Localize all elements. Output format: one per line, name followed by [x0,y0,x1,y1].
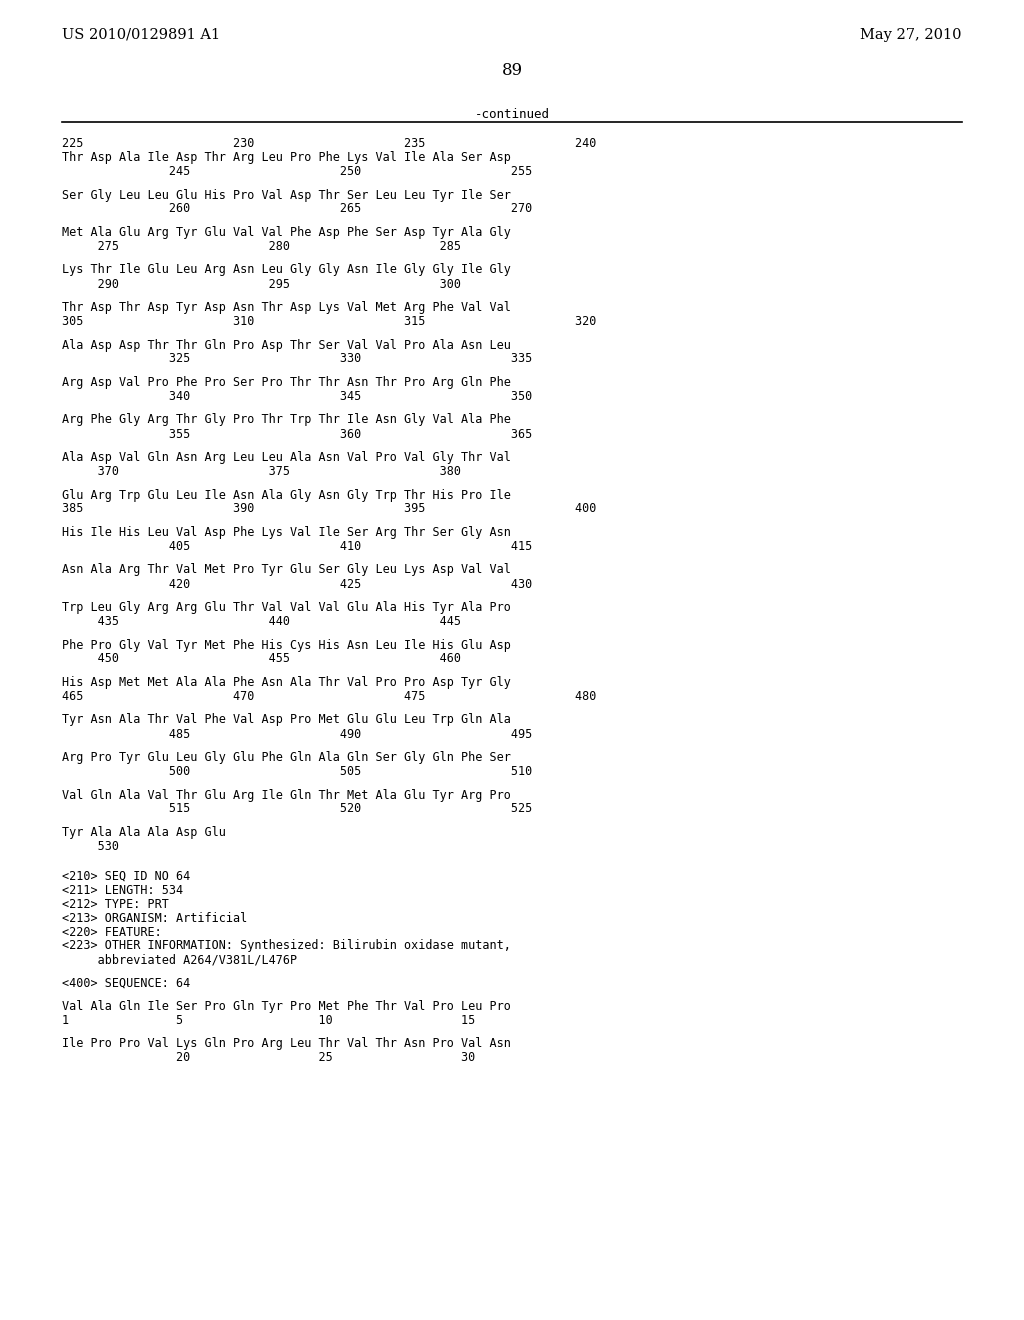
Text: Val Ala Gln Ile Ser Pro Gln Tyr Pro Met Phe Thr Val Pro Leu Pro: Val Ala Gln Ile Ser Pro Gln Tyr Pro Met … [62,999,511,1012]
Text: 420                     425                     430: 420 425 430 [62,578,532,590]
Text: Ala Asp Val Gln Asn Arg Leu Leu Ala Asn Val Pro Val Gly Thr Val: Ala Asp Val Gln Asn Arg Leu Leu Ala Asn … [62,451,511,465]
Text: 1               5                   10                  15: 1 5 10 15 [62,1014,475,1027]
Text: 305                     310                     315                     320: 305 310 315 320 [62,315,596,327]
Text: His Asp Met Met Ala Ala Phe Asn Ala Thr Val Pro Pro Asp Tyr Gly: His Asp Met Met Ala Ala Phe Asn Ala Thr … [62,676,511,689]
Text: 89: 89 [502,62,522,79]
Text: 405                     410                     415: 405 410 415 [62,540,532,553]
Text: 435                     440                     445: 435 440 445 [62,615,461,628]
Text: Arg Asp Val Pro Phe Pro Ser Pro Thr Thr Asn Thr Pro Arg Gln Phe: Arg Asp Val Pro Phe Pro Ser Pro Thr Thr … [62,376,511,389]
Text: 385                     390                     395                     400: 385 390 395 400 [62,503,596,516]
Text: <400> SEQUENCE: 64: <400> SEQUENCE: 64 [62,977,190,990]
Text: 465                     470                     475                     480: 465 470 475 480 [62,690,596,704]
Text: 485                     490                     495: 485 490 495 [62,727,532,741]
Text: 325                     330                     335: 325 330 335 [62,352,532,366]
Text: Phe Pro Gly Val Tyr Met Phe His Cys His Asn Leu Ile His Glu Asp: Phe Pro Gly Val Tyr Met Phe His Cys His … [62,639,511,652]
Text: abbreviated A264/V381L/L476P: abbreviated A264/V381L/L476P [62,953,297,966]
Text: Glu Arg Trp Glu Leu Ile Asn Ala Gly Asn Gly Trp Thr His Pro Ile: Glu Arg Trp Glu Leu Ile Asn Ala Gly Asn … [62,488,511,502]
Text: <213> ORGANISM: Artificial: <213> ORGANISM: Artificial [62,912,247,924]
Text: 340                     345                     350: 340 345 350 [62,389,532,403]
Text: Lys Thr Ile Glu Leu Arg Asn Leu Gly Gly Asn Ile Gly Gly Ile Gly: Lys Thr Ile Glu Leu Arg Asn Leu Gly Gly … [62,264,511,276]
Text: Ile Pro Pro Val Lys Gln Pro Arg Leu Thr Val Thr Asn Pro Val Asn: Ile Pro Pro Val Lys Gln Pro Arg Leu Thr … [62,1036,511,1049]
Text: Thr Asp Ala Ile Asp Thr Arg Leu Pro Phe Lys Val Ile Ala Ser Asp: Thr Asp Ala Ile Asp Thr Arg Leu Pro Phe … [62,150,511,164]
Text: May 27, 2010: May 27, 2010 [860,28,962,42]
Text: 370                     375                     380: 370 375 380 [62,465,461,478]
Text: Asn Ala Arg Thr Val Met Pro Tyr Glu Ser Gly Leu Lys Asp Val Val: Asn Ala Arg Thr Val Met Pro Tyr Glu Ser … [62,564,511,577]
Text: 450                     455                     460: 450 455 460 [62,652,461,665]
Text: Tyr Asn Ala Thr Val Phe Val Asp Pro Met Glu Glu Leu Trp Gln Ala: Tyr Asn Ala Thr Val Phe Val Asp Pro Met … [62,714,511,726]
Text: US 2010/0129891 A1: US 2010/0129891 A1 [62,28,220,42]
Text: Thr Asp Thr Asp Tyr Asp Asn Thr Asp Lys Val Met Arg Phe Val Val: Thr Asp Thr Asp Tyr Asp Asn Thr Asp Lys … [62,301,511,314]
Text: 245                     250                     255: 245 250 255 [62,165,532,178]
Text: <211> LENGTH: 534: <211> LENGTH: 534 [62,883,183,896]
Text: 530: 530 [62,840,119,853]
Text: Ala Asp Asp Thr Thr Gln Pro Asp Thr Ser Val Val Pro Ala Asn Leu: Ala Asp Asp Thr Thr Gln Pro Asp Thr Ser … [62,338,511,351]
Text: -continued: -continued [474,108,550,121]
Text: <210> SEQ ID NO 64: <210> SEQ ID NO 64 [62,870,190,883]
Text: Val Gln Ala Val Thr Glu Arg Ile Gln Thr Met Ala Glu Tyr Arg Pro: Val Gln Ala Val Thr Glu Arg Ile Gln Thr … [62,788,511,801]
Text: <223> OTHER INFORMATION: Synthesized: Bilirubin oxidase mutant,: <223> OTHER INFORMATION: Synthesized: Bi… [62,940,511,953]
Text: 225                     230                     235                     240: 225 230 235 240 [62,137,596,150]
Text: Arg Phe Gly Arg Thr Gly Pro Thr Trp Thr Ile Asn Gly Val Ala Phe: Arg Phe Gly Arg Thr Gly Pro Thr Trp Thr … [62,413,511,426]
Text: Ser Gly Leu Leu Glu His Pro Val Asp Thr Ser Leu Leu Tyr Ile Ser: Ser Gly Leu Leu Glu His Pro Val Asp Thr … [62,189,511,202]
Text: Arg Pro Tyr Glu Leu Gly Glu Phe Gln Ala Gln Ser Gly Gln Phe Ser: Arg Pro Tyr Glu Leu Gly Glu Phe Gln Ala … [62,751,511,764]
Text: 500                     505                     510: 500 505 510 [62,766,532,777]
Text: Met Ala Glu Arg Tyr Glu Val Val Phe Asp Phe Ser Asp Tyr Ala Gly: Met Ala Glu Arg Tyr Glu Val Val Phe Asp … [62,226,511,239]
Text: 20                  25                  30: 20 25 30 [62,1051,475,1064]
Text: 275                     280                     285: 275 280 285 [62,240,461,253]
Text: 290                     295                     300: 290 295 300 [62,277,461,290]
Text: 515                     520                     525: 515 520 525 [62,803,532,816]
Text: Trp Leu Gly Arg Arg Glu Thr Val Val Val Glu Ala His Tyr Ala Pro: Trp Leu Gly Arg Arg Glu Thr Val Val Val … [62,601,511,614]
Text: 260                     265                     270: 260 265 270 [62,202,532,215]
Text: 355                     360                     365: 355 360 365 [62,428,532,441]
Text: His Ile His Leu Val Asp Phe Lys Val Ile Ser Arg Thr Ser Gly Asn: His Ile His Leu Val Asp Phe Lys Val Ile … [62,525,511,539]
Text: <220> FEATURE:: <220> FEATURE: [62,925,162,939]
Text: <212> TYPE: PRT: <212> TYPE: PRT [62,898,169,911]
Text: Tyr Ala Ala Ala Asp Glu: Tyr Ala Ala Ala Asp Glu [62,826,226,840]
